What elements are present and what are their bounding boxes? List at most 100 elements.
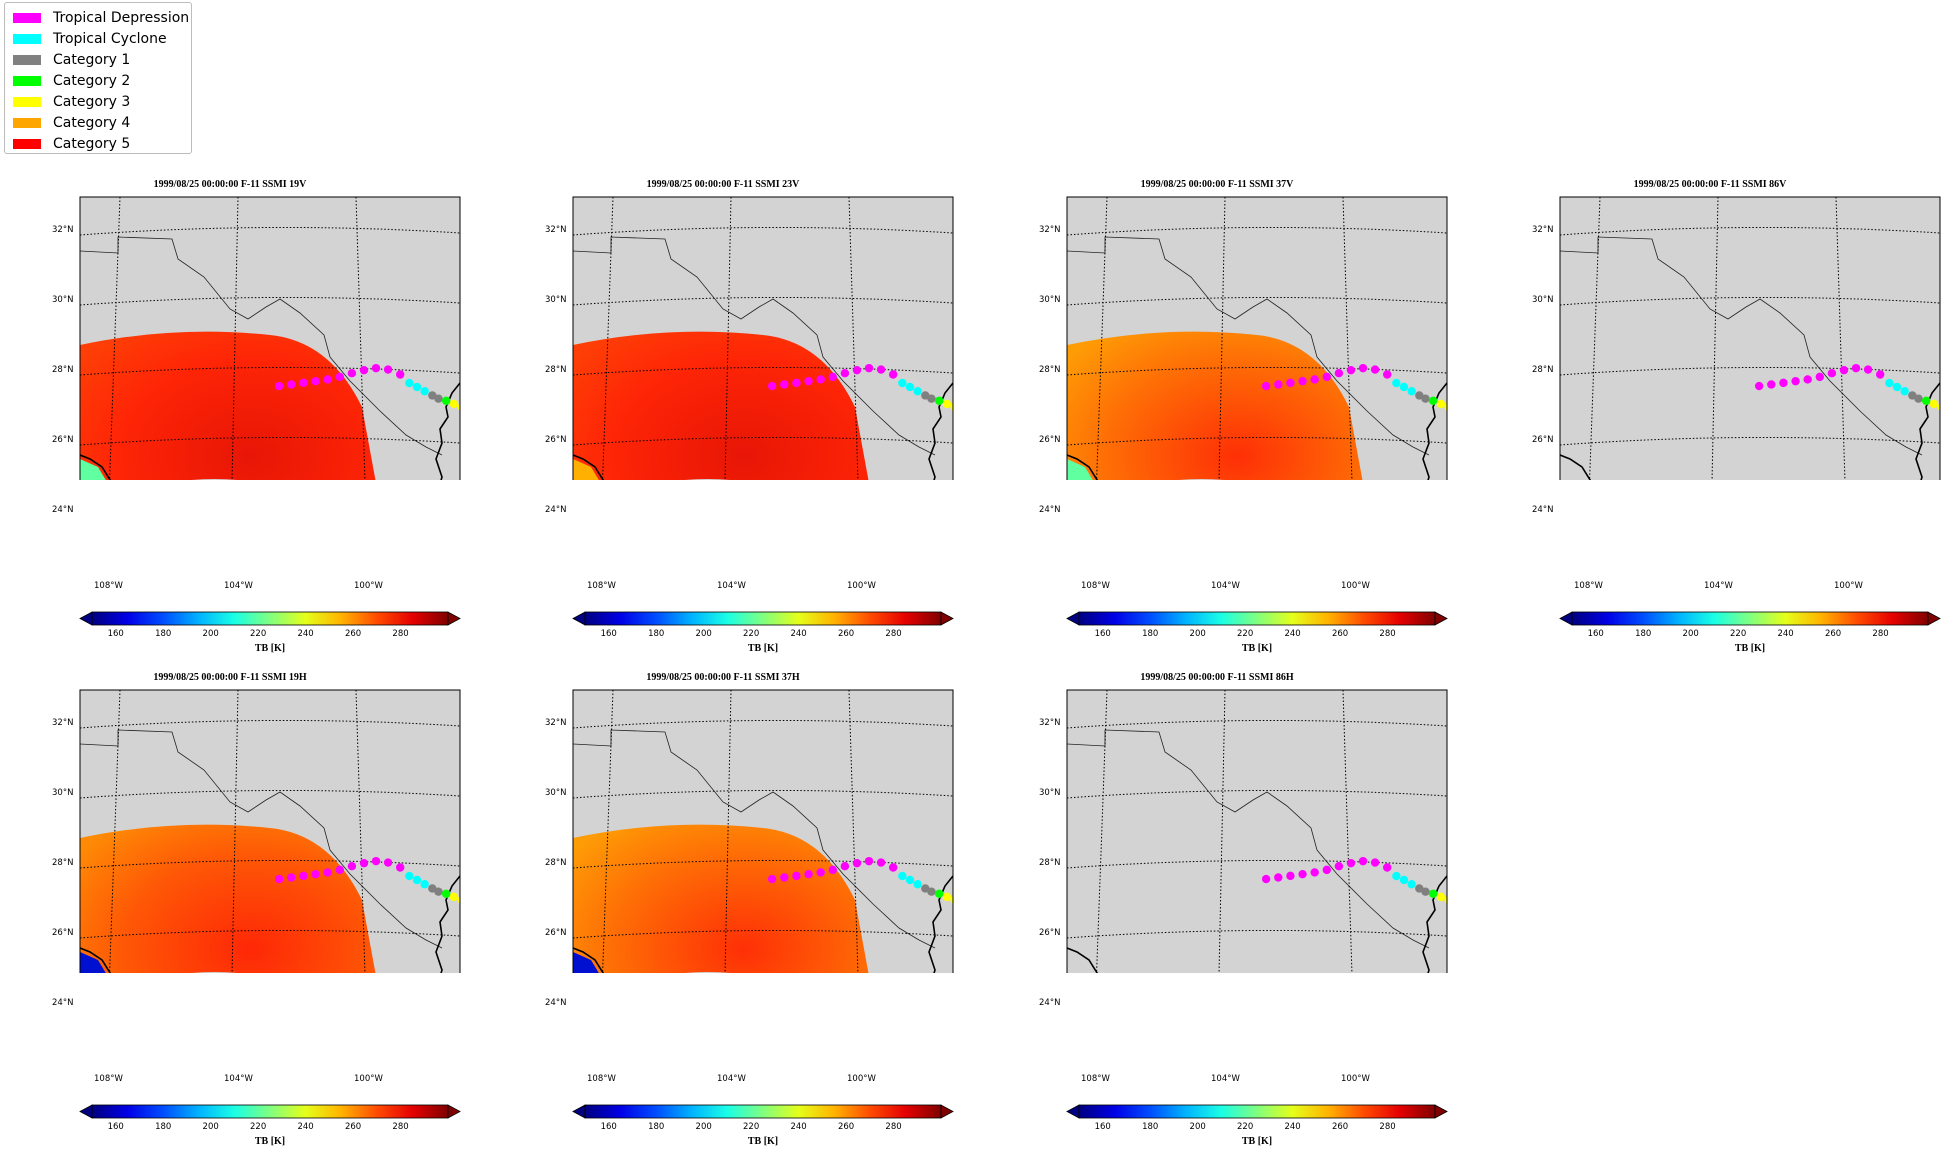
storm-track-point xyxy=(347,369,357,378)
storm-track-point xyxy=(311,376,320,386)
map-canvas xyxy=(1559,196,1941,480)
storm-track-point xyxy=(1914,394,1923,403)
longitude-label: 100°W xyxy=(1341,581,1370,591)
colorbar xyxy=(1066,1104,1448,1119)
storm-track-point xyxy=(804,376,813,386)
border-line xyxy=(573,729,936,949)
legend-entry: Category 3 xyxy=(13,93,130,111)
longitude-gridline xyxy=(1711,197,1719,480)
map-panel: 1999/08/25 00:00:00 F-11 SSMI 86H 32°N 30°… xyxy=(987,493,1448,1147)
latitude-label: 32°N xyxy=(1532,225,1554,235)
latitude-label: 28°N xyxy=(52,858,74,868)
longitude-label: 100°W xyxy=(354,1074,383,1084)
colorbar-tick: 280 xyxy=(392,629,409,639)
storm-track-point xyxy=(428,884,437,893)
storm-track-point xyxy=(1900,387,1909,396)
colorbar-label: TB [K] xyxy=(1241,643,1273,654)
storm-category-legend: Tropical Depression Tropical Cyclone Categ… xyxy=(4,2,192,154)
latitude-label: 30°N xyxy=(545,788,567,798)
storm-track-point xyxy=(950,403,953,411)
latitude-gridline xyxy=(573,859,953,869)
panel-title: 1999/08/25 00:00:00 F-11 SSMI 19H xyxy=(153,672,307,683)
storm-track-point xyxy=(1358,856,1368,866)
storm-track-point xyxy=(383,365,393,374)
longitude-label: 100°W xyxy=(847,581,876,591)
storm-track-point xyxy=(780,873,789,882)
border-line xyxy=(80,236,443,456)
colorbar-tick: 220 xyxy=(743,629,760,639)
storm-track-point xyxy=(274,381,284,391)
colorbar xyxy=(79,611,461,626)
storm-track-point xyxy=(1815,372,1825,382)
storm-track-point xyxy=(434,394,443,403)
latitude-gridline xyxy=(573,436,953,446)
map-panel: 1999/08/25 00:00:00 F-11 SSMI 37V 32°N 30°… xyxy=(987,0,1448,654)
storm-track-point xyxy=(864,363,874,373)
panel-title: 1999/08/25 00:00:00 F-11 SSMI 86H xyxy=(1140,672,1294,683)
storm-track-point xyxy=(942,892,952,902)
colorbar-tick: 260 xyxy=(344,1122,362,1132)
cold-ocean-region xyxy=(573,952,599,973)
colorbar-tick: 200 xyxy=(695,629,712,639)
colorbar-tick: 240 xyxy=(1777,629,1794,639)
panel-title: 1999/08/25 00:00:00 F-11 SSMI 23V xyxy=(646,179,800,190)
storm-track-point xyxy=(852,858,862,868)
latitude-gridline xyxy=(1067,929,1447,939)
colorbar-tick: 260 xyxy=(1331,1122,1349,1132)
storm-track-point xyxy=(1407,880,1416,889)
storm-track-point xyxy=(428,391,437,400)
storm-track-point xyxy=(1415,884,1424,893)
storm-track-point xyxy=(876,365,886,374)
longitude-label: 100°W xyxy=(1834,581,1863,591)
colorbar xyxy=(1559,611,1941,626)
colorbar-tick: 160 xyxy=(1587,629,1604,639)
storm-track-point xyxy=(1334,862,1344,871)
longitude-gridline xyxy=(1218,690,1226,973)
storm-track-point xyxy=(913,880,922,889)
storm-track-point xyxy=(1298,869,1307,879)
latitude-label: 28°N xyxy=(545,858,567,868)
storm-track-point xyxy=(1779,378,1788,388)
latitude-label: 24°N xyxy=(1532,505,1554,515)
latitude-label: 30°N xyxy=(1039,788,1061,798)
latitude-label: 26°N xyxy=(52,435,74,445)
storm-track-point xyxy=(1286,871,1295,881)
latitude-gridline xyxy=(1560,436,1940,446)
panel-title: 1999/08/25 00:00:00 F-11 SSMI 86V xyxy=(1633,179,1787,190)
storm-track-point xyxy=(335,865,345,875)
colorbar-tick: 220 xyxy=(1237,629,1254,639)
storm-track-point xyxy=(1322,865,1332,875)
storm-track-point xyxy=(287,380,296,389)
legend-swatch xyxy=(13,13,41,23)
storm-track-point xyxy=(927,887,936,896)
storm-track-point xyxy=(335,372,345,382)
longitude-label: 100°W xyxy=(354,581,383,591)
storm-track-point xyxy=(934,889,944,898)
storm-track-point xyxy=(287,873,296,882)
colorbar-label: TB [K] xyxy=(1734,643,1766,654)
cold-ocean-region xyxy=(1067,459,1093,480)
latitude-gridline xyxy=(573,366,953,376)
latitude-label: 28°N xyxy=(1039,365,1061,375)
latitude-gridline xyxy=(1067,859,1447,869)
coastline xyxy=(1560,382,1940,480)
longitude-label: 108°W xyxy=(1081,581,1110,591)
coastline xyxy=(1067,382,1447,480)
longitude-label: 104°W xyxy=(717,581,746,591)
storm-track-point xyxy=(942,399,952,409)
storm-track-point xyxy=(1310,868,1319,877)
coastline xyxy=(1067,875,1447,973)
longitude-gridline xyxy=(724,197,732,480)
storm-track-point xyxy=(898,871,907,881)
storm-track-point xyxy=(371,363,381,373)
colorbar-tick: 160 xyxy=(600,1122,617,1132)
longitude-gridline xyxy=(602,690,614,973)
legend-label: Category 3 xyxy=(53,94,131,110)
latitude-label: 32°N xyxy=(545,225,567,235)
latitude-gridline xyxy=(1067,719,1447,729)
brightness-temperature-swath xyxy=(80,824,376,973)
latitude-gridline xyxy=(80,719,460,729)
storm-track-point xyxy=(311,869,320,879)
longitude-label: 100°W xyxy=(1341,1074,1370,1084)
longitude-label: 104°W xyxy=(224,1074,253,1084)
